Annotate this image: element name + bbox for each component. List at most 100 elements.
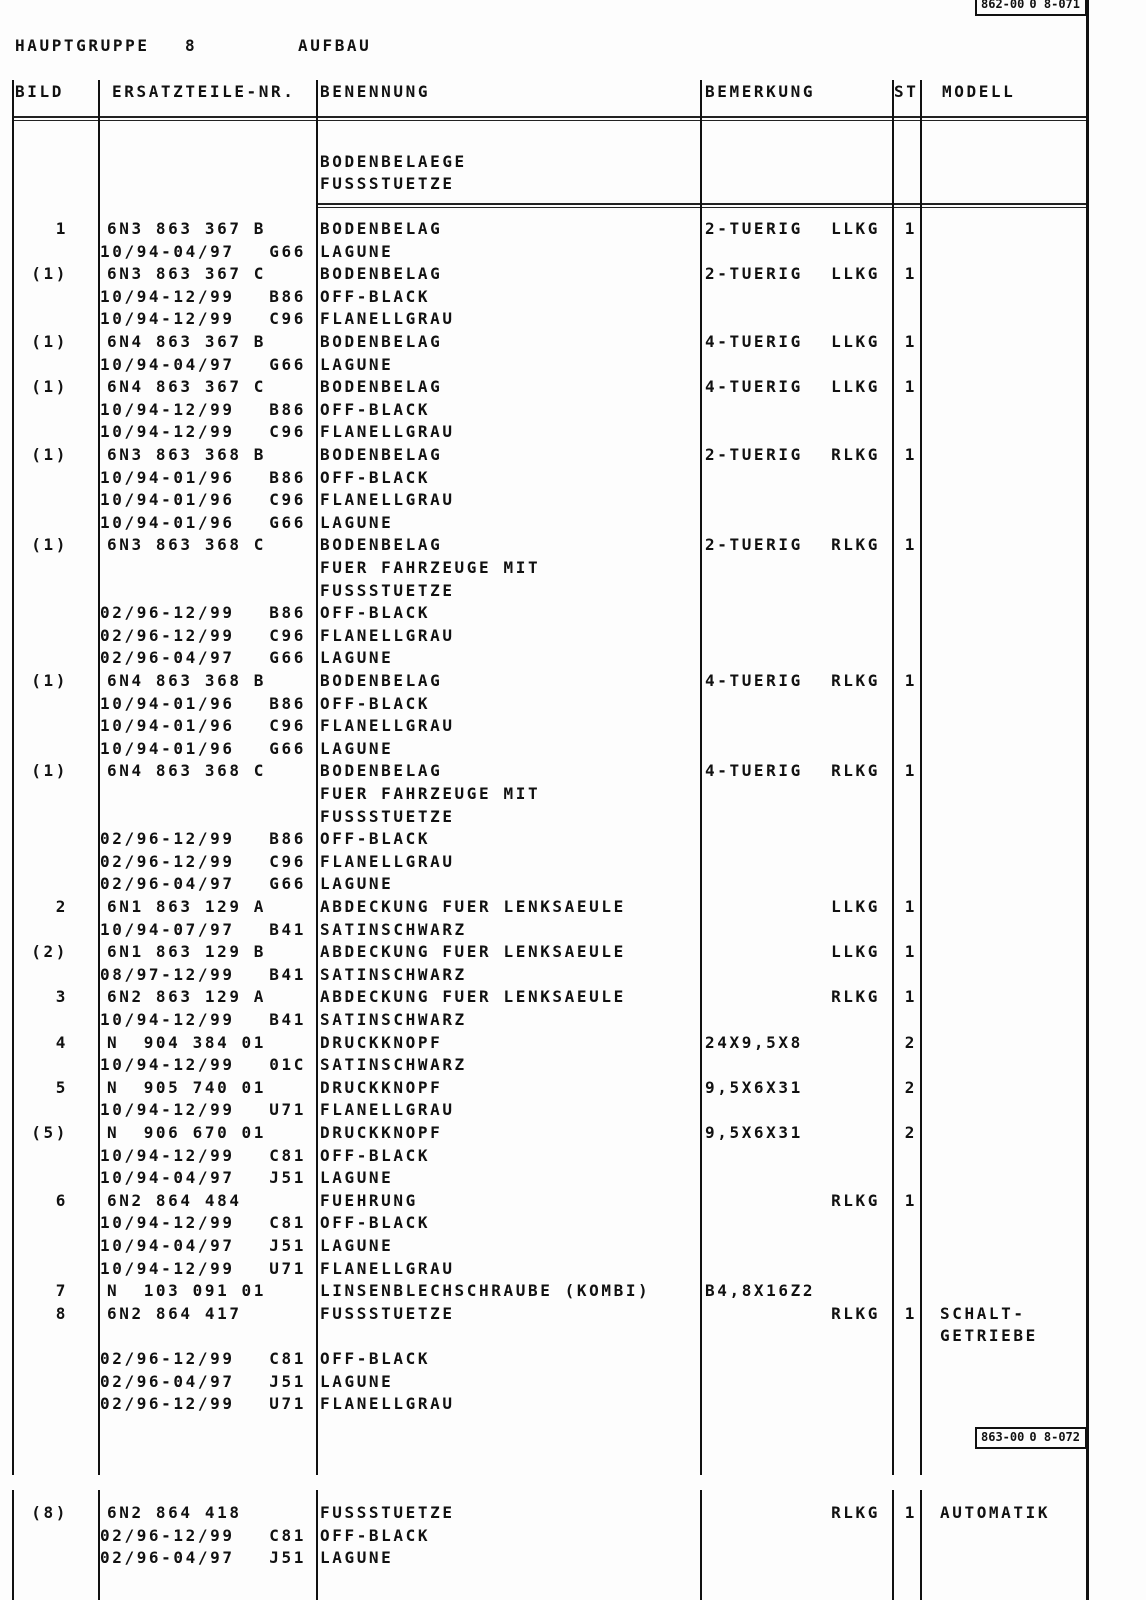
cell-date-range: 02/96-12/99 bbox=[100, 1525, 235, 1545]
cell-name: OFF-BLACK bbox=[320, 467, 431, 487]
cell-date-range: 10/94-01/96 bbox=[100, 490, 235, 510]
cell-bild: 7 bbox=[55, 1281, 68, 1301]
cell-color-code: U71 bbox=[269, 1100, 306, 1120]
page-number-bottom: 0 8-072 bbox=[1029, 1430, 1080, 1444]
cell-part-number: 6N3 863 368 C bbox=[107, 535, 267, 555]
cell-date-range: 10/94-04/97 bbox=[100, 354, 235, 374]
cell-bild: (2) bbox=[31, 942, 68, 962]
cell-quantity: 1 bbox=[904, 761, 917, 781]
cell-part-number: N 904 384 01 bbox=[107, 1032, 267, 1052]
cell-color-code: C96 bbox=[269, 851, 306, 871]
cell-remark: 4-TUERIG bbox=[705, 332, 803, 351]
column-divider bbox=[892, 80, 894, 1475]
cell-quantity: 1 bbox=[904, 1303, 917, 1323]
cell-name: FLANELLGRAU bbox=[320, 309, 455, 329]
cell-name: FLANELLGRAU bbox=[320, 490, 455, 510]
cell-part-number: 6N1 863 129 B bbox=[107, 942, 267, 962]
group-ref-bottom: 863-00 bbox=[981, 1430, 1025, 1444]
cell-date-range: 10/94-12/99 bbox=[100, 286, 235, 306]
cell-name: BODENBELAG bbox=[320, 445, 443, 464]
cell-lenkung: RLKG bbox=[831, 535, 880, 555]
cell-part-number: 6N2 863 129 A bbox=[107, 987, 267, 1007]
cell-date-range: 10/94-12/99 bbox=[100, 1145, 235, 1165]
cell-remark: 4-TUERIG bbox=[705, 671, 803, 690]
cell-lenkung: RLKG bbox=[831, 1190, 880, 1210]
column-divider bbox=[98, 1490, 100, 1600]
cell-color-code: B86 bbox=[269, 829, 306, 849]
cell-part-number: 6N3 863 367 B bbox=[107, 219, 267, 238]
cell-name: SATINSCHWARZ bbox=[320, 1055, 467, 1075]
cell-color-code: C81 bbox=[269, 1213, 306, 1233]
cell-name: OFF-BLACK bbox=[320, 1525, 431, 1545]
cell-lenkung: RLKG bbox=[831, 761, 880, 781]
col-remark: BEMERKUNG bbox=[705, 82, 816, 101]
column-divider bbox=[892, 1490, 894, 1600]
page-title: AUFBAU bbox=[298, 36, 372, 55]
cell-date-range: 10/94-12/99 bbox=[100, 1100, 235, 1120]
cell-quantity: 2 bbox=[904, 1123, 917, 1142]
cell-color-code: J51 bbox=[269, 1371, 306, 1391]
cell-bild: (1) bbox=[31, 332, 68, 351]
cell-date-range: 10/94-07/97 bbox=[100, 919, 235, 939]
cell-color-code: G66 bbox=[269, 354, 306, 374]
cell-date-range: 10/94-12/99 bbox=[100, 1055, 235, 1075]
cell-remark: 9,5X6X31 bbox=[705, 1077, 803, 1097]
cell-part-number: 6N2 864 484 bbox=[107, 1190, 242, 1210]
col-model: MODELL bbox=[942, 82, 1016, 101]
cell-name: OFF-BLACK bbox=[320, 286, 431, 306]
cell-name: FUSSSTUETZE bbox=[320, 806, 455, 826]
cell-part-number: N 905 740 01 bbox=[107, 1077, 267, 1097]
cell-name: OFF-BLACK bbox=[320, 603, 431, 623]
cell-name: DRUCKKNOPF bbox=[320, 1077, 443, 1097]
cell-part-number: 6N4 863 368 C bbox=[107, 761, 267, 781]
column-divider bbox=[316, 80, 318, 1475]
cell-part-number: 6N4 863 367 C bbox=[107, 377, 267, 397]
cell-lenkung: LLKG bbox=[831, 897, 880, 916]
column-divider bbox=[700, 80, 702, 1475]
cell-name: LAGUNE bbox=[320, 1371, 394, 1391]
cell-color-code: G66 bbox=[269, 738, 306, 758]
cell-color-code: G66 bbox=[269, 241, 306, 261]
cell-name: LAGUNE bbox=[320, 1548, 394, 1568]
cell-date-range: 10/94-01/96 bbox=[100, 693, 235, 713]
cell-bild: (1) bbox=[31, 377, 68, 397]
cell-color-code: C96 bbox=[269, 716, 306, 736]
cell-name: BODENBELAG bbox=[320, 761, 443, 781]
cell-name: BODENBELAG bbox=[320, 377, 443, 397]
cell-lenkung: LLKG bbox=[831, 332, 880, 351]
cell-name: OFF-BLACK bbox=[320, 399, 431, 419]
cell-name: FLANELLGRAU bbox=[320, 1100, 455, 1120]
cell-model: AUTOMATIK bbox=[940, 1503, 1051, 1522]
cell-remark: 2-TUERIG bbox=[705, 535, 803, 555]
hauptgruppe-value: 8 bbox=[185, 36, 198, 55]
cell-quantity: 2 bbox=[904, 1032, 917, 1052]
cell-part-number: 6N3 863 367 C bbox=[107, 264, 267, 284]
cell-quantity: 1 bbox=[904, 987, 917, 1007]
column-divider bbox=[920, 80, 922, 1475]
cell-name: LAGUNE bbox=[320, 1236, 394, 1255]
cell-name: ABDECKUNG FUER LENKSAEULE bbox=[320, 897, 626, 916]
cell-bild: (1) bbox=[31, 264, 68, 284]
column-divider bbox=[920, 1490, 922, 1600]
cell-date-range: 02/96-12/99 bbox=[100, 829, 235, 849]
cell-bild: (8) bbox=[31, 1503, 68, 1522]
cell-lenkung: RLKG bbox=[831, 1503, 880, 1522]
cell-part-number: 6N4 863 368 B bbox=[107, 671, 267, 690]
cell-name: SATINSCHWARZ bbox=[320, 964, 467, 984]
cell-name: BODENBELAG bbox=[320, 535, 443, 555]
cell-color-code: B41 bbox=[269, 1010, 306, 1029]
cell-color-code: G66 bbox=[269, 874, 306, 894]
cell-date-range: 10/94-12/99 bbox=[100, 309, 235, 329]
cell-date-range: 10/94-12/99 bbox=[100, 422, 235, 442]
col-st: ST bbox=[894, 82, 919, 101]
cell-color-code: G66 bbox=[269, 512, 306, 532]
cell-name: LAGUNE bbox=[320, 512, 394, 532]
cell-name: DRUCKKNOPF bbox=[320, 1032, 443, 1052]
cell-color-code: J51 bbox=[269, 1236, 306, 1255]
cell-bild: 2 bbox=[55, 897, 68, 916]
cell-name: ABDECKUNG FUER LENKSAEULE bbox=[320, 987, 626, 1007]
cell-date-range: 10/94-04/97 bbox=[100, 241, 235, 261]
cell-name: FUEHRUNG bbox=[320, 1190, 418, 1210]
cell-quantity: 1 bbox=[904, 264, 917, 284]
